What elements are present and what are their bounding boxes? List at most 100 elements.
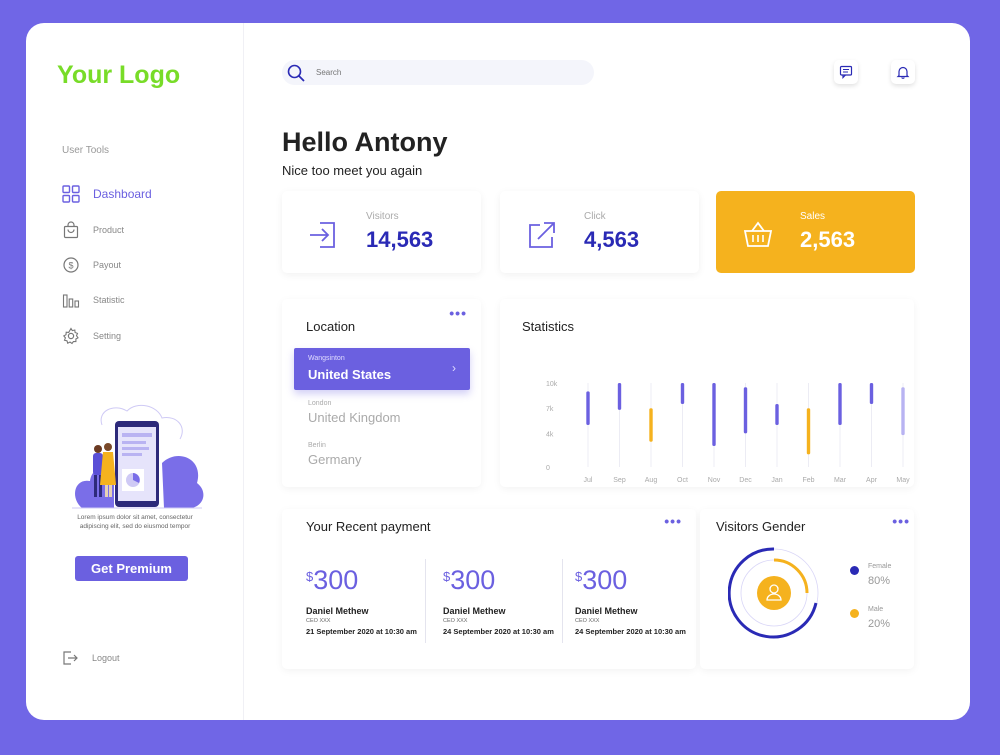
location-item[interactable]: London United Kingdom	[308, 400, 401, 425]
dollar-coin-icon: $	[62, 256, 80, 274]
legend-dot	[850, 566, 859, 575]
chart-bar	[712, 383, 716, 446]
page-subtitle: Nice too meet you again	[282, 163, 423, 178]
chart-bar	[649, 408, 653, 442]
payment-amount: $300	[443, 565, 554, 596]
logo[interactable]: Your Logo	[57, 61, 181, 89]
amount-value: 300	[582, 565, 628, 595]
visitors-gender-panel: Visitors Gender ••• Female 80% Male 20%	[700, 509, 914, 669]
payer-name: Daniel Methew	[575, 606, 638, 616]
visitors-card[interactable]: Visitors 14,563	[282, 191, 481, 273]
location-panel: Location ••• Wangsinton United States › …	[282, 299, 481, 487]
location-country: United States	[308, 367, 392, 382]
sidebar-item-label: Setting	[93, 331, 122, 341]
sidebar-item-statistic[interactable]: Statistic	[62, 291, 125, 309]
stat-label: Click	[584, 211, 606, 222]
chart-bar	[617, 383, 622, 410]
chart-bar	[838, 383, 842, 425]
page-title: Hello Antony	[282, 127, 448, 157]
chevron-right-icon: ›	[452, 361, 456, 375]
location-item-active[interactable]: Wangsinton United States ›	[294, 348, 470, 390]
sidebar-item-setting[interactable]: Setting	[62, 327, 121, 345]
bag-icon	[62, 221, 80, 239]
payment-date: 21 September 2020 at 10:30 am	[306, 627, 417, 636]
promo-text: Lorem ipsum dolor sit amet, consectetur …	[77, 514, 193, 531]
sidebar: Your Logo User Tools Dashboard Product $…	[26, 23, 244, 720]
sales-card[interactable]: Sales 2,563	[716, 191, 915, 273]
basket-icon	[743, 221, 773, 247]
gender-more-button[interactable]: •••	[892, 513, 910, 529]
chat-icon	[839, 65, 853, 79]
legend-dot	[850, 609, 859, 618]
external-link-icon	[529, 222, 555, 248]
stat-value: 4,563	[584, 227, 640, 252]
x-tick-label: Feb	[802, 477, 814, 484]
gear-icon	[62, 327, 80, 345]
location-title: Location	[306, 319, 356, 334]
stat-value: 14,563	[366, 227, 434, 252]
x-tick-label: Apr	[866, 477, 878, 484]
get-premium-button[interactable]: Get Premium	[75, 556, 188, 581]
logout-button[interactable]: Logout	[62, 650, 120, 666]
payment-amount: $300	[575, 565, 686, 596]
statistics-title: Statistics	[522, 319, 575, 334]
payment-item[interactable]: $300 Daniel Methew CEO XXX 24 September …	[575, 565, 686, 636]
logout-icon	[62, 650, 78, 666]
payer-name: Daniel Methew	[443, 606, 506, 616]
promo-illustration	[72, 404, 204, 509]
svg-text:$: $	[68, 261, 73, 271]
stat-label: Visitors	[366, 211, 399, 222]
messages-button[interactable]	[834, 60, 858, 84]
payment-date: 24 September 2020 at 10:30 am	[575, 627, 686, 636]
notifications-button[interactable]	[891, 60, 915, 84]
bell-icon	[896, 66, 910, 79]
sidebar-item-label: Product	[93, 225, 125, 235]
search-input[interactable]	[316, 68, 566, 77]
legend-label: Female	[868, 563, 892, 570]
sidebar-item-dashboard[interactable]: Dashboard	[62, 185, 152, 203]
payment-item[interactable]: $300 Daniel Methew CEO XXX 21 September …	[306, 565, 417, 636]
search-bar[interactable]	[282, 60, 594, 85]
location-more-button[interactable]: •••	[449, 305, 467, 321]
payer-role: CEO XXX	[306, 618, 331, 624]
click-card[interactable]: Click 4,563	[500, 191, 699, 273]
chart-bar	[743, 387, 748, 434]
chart-bar	[901, 387, 905, 436]
payment-more-button[interactable]: •••	[664, 513, 682, 529]
sidebar-item-product[interactable]: Product	[62, 221, 124, 239]
sidebar-item-label: Dashboard	[93, 187, 152, 201]
sidebar-item-label: Payout	[93, 260, 122, 270]
sidebar-section-label: User Tools	[62, 145, 110, 156]
amount-value: 300	[313, 565, 359, 595]
stat-label: Sales	[800, 211, 826, 222]
legend-label: Male	[868, 606, 884, 613]
y-tick-label: 7k	[546, 406, 554, 413]
location-country: Germany	[308, 452, 362, 467]
payment-item[interactable]: $300 Daniel Methew CEO XXX 24 September …	[443, 565, 554, 636]
x-tick-label: Sep	[613, 477, 626, 484]
location-city: Berlin	[308, 442, 326, 449]
chart-bar	[775, 404, 779, 425]
payment-date: 24 September 2020 at 10:30 am	[443, 627, 554, 636]
x-tick-label: Dec	[739, 477, 752, 484]
divider	[562, 559, 563, 643]
amount-value: 300	[450, 565, 496, 595]
payer-role: CEO XXX	[443, 618, 468, 624]
search-icon[interactable]	[286, 63, 306, 83]
location-item[interactable]: Berlin Germany	[308, 442, 361, 467]
currency-symbol: $	[306, 569, 314, 584]
y-tick-label: 10k	[546, 381, 558, 388]
dashboard-window: Your Logo User Tools Dashboard Product $…	[26, 23, 970, 720]
stat-value: 2,563	[800, 227, 856, 252]
currency-symbol: $	[443, 569, 451, 584]
x-tick-label: Jan	[771, 477, 782, 484]
sidebar-item-payout[interactable]: $ Payout	[62, 256, 121, 274]
divider	[425, 559, 426, 643]
user-icon	[769, 584, 779, 594]
currency-symbol: $	[575, 569, 583, 584]
payment-amount: $300	[306, 565, 417, 596]
bar-chart-icon	[62, 291, 80, 309]
recent-payment-panel: Your Recent payment ••• $300 Daniel Meth…	[282, 509, 696, 669]
statistics-chart: 10k 7k 4k 0 Jul Sep Aug Oct Nov Dec Jan Feb Mar Apr Ma…	[546, 381, 910, 484]
